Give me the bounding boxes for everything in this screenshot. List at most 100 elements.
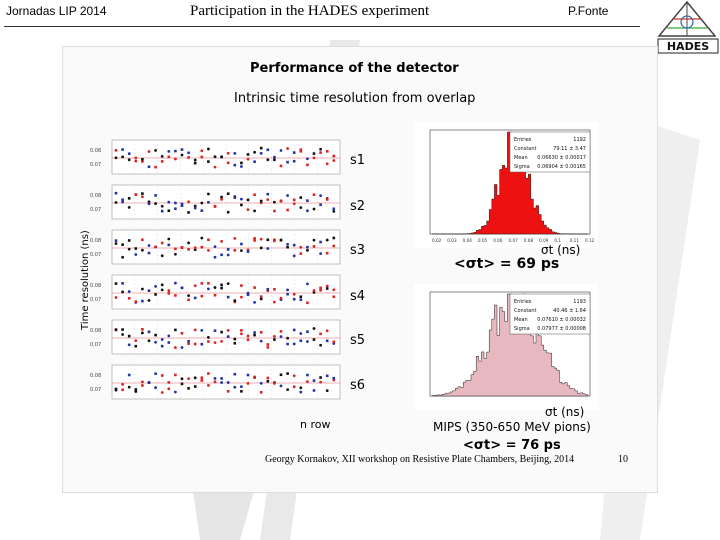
- strip-tick-label: 0.07: [90, 252, 101, 258]
- strip-marker: [306, 245, 309, 249]
- strip-marker: [253, 333, 256, 337]
- strip-marker: [213, 255, 217, 259]
- strip-marker: [273, 155, 276, 159]
- sector-strip-plots: 0.08 0.07 0.08 0.07 0.08 0.07 0.08 0.07 0.08 0.07…: [90, 139, 341, 400]
- strip-marker: [141, 160, 144, 163]
- strip-marker: [286, 342, 289, 346]
- strip-marker: [292, 374, 296, 378]
- strip-marker: [253, 300, 256, 304]
- strip-marker: [207, 238, 210, 242]
- strip-marker: [147, 298, 151, 302]
- sector-label-s6: s6: [350, 378, 366, 393]
- strip-marker: [279, 238, 283, 242]
- strip-marker: [167, 200, 171, 204]
- strip-marker: [147, 202, 151, 206]
- hist-stat-key: Sigma: [514, 326, 530, 332]
- strip-marker: [279, 373, 283, 377]
- strip-marker: [259, 295, 263, 298]
- strip-marker: [141, 238, 144, 242]
- strip-marker: [147, 289, 151, 292]
- strip-marker: [266, 376, 270, 380]
- strip-marker: [273, 209, 276, 213]
- hist2-sigma-label: σt (ns): [545, 405, 585, 419]
- strip-marker: [286, 194, 289, 197]
- strip-marker: [207, 192, 210, 196]
- strip-marker: [240, 295, 243, 299]
- strip-marker: [127, 343, 131, 347]
- strip-marker: [180, 382, 184, 386]
- strip-marker: [114, 149, 118, 152]
- strip-marker: [121, 198, 124, 202]
- strip-marker: [266, 238, 270, 242]
- strip-marker: [207, 287, 210, 291]
- strip-marker: [187, 200, 190, 204]
- header-divider: [4, 26, 640, 27]
- strip-marker: [220, 239, 224, 243]
- hist-tick-label: 0.08: [524, 238, 534, 243]
- strip-marker: [312, 156, 316, 160]
- strip-marker: [207, 383, 210, 387]
- strip-marker: [273, 200, 276, 204]
- strip-marker: [292, 243, 296, 247]
- strip-marker: [226, 248, 230, 251]
- strip-marker: [174, 207, 177, 211]
- strip-marker: [312, 152, 316, 155]
- strip-marker: [286, 160, 289, 164]
- strip-marker: [306, 373, 309, 377]
- strip-marker: [160, 204, 164, 208]
- strip-marker: [154, 165, 157, 169]
- strip-marker: [306, 157, 309, 161]
- strip-marker: [292, 297, 296, 301]
- hist-stat-box: [509, 293, 591, 335]
- strip-marker: [127, 297, 131, 300]
- strip-marker: [147, 339, 151, 343]
- strip-marker: [193, 296, 197, 300]
- strip-marker: [127, 334, 131, 338]
- strip-marker: [180, 377, 184, 381]
- strip-marker: [174, 373, 177, 377]
- strip-marker: [154, 202, 157, 205]
- strip-marker: [187, 377, 190, 380]
- strip-marker: [174, 328, 177, 332]
- strip-marker: [200, 236, 204, 240]
- hist-tick-label: 0.12: [585, 238, 595, 243]
- strip-marker: [240, 165, 243, 168]
- strip-marker: [233, 249, 237, 252]
- strip-marker: [220, 330, 223, 334]
- strip-marker: [240, 332, 243, 336]
- strip-marker: [220, 286, 224, 290]
- strip-marker: [200, 149, 204, 153]
- hist-stat-box: [509, 131, 591, 173]
- strip-marker: [246, 382, 250, 385]
- strip-marker: [174, 346, 177, 349]
- strip-marker: [286, 292, 289, 296]
- strip-marker: [220, 195, 224, 199]
- strip-marker: [154, 333, 157, 337]
- strip-marker: [292, 254, 296, 258]
- strip-marker: [286, 242, 289, 246]
- strip-marker: [114, 239, 118, 242]
- strip-tick-label: 0.07: [90, 297, 101, 303]
- strip-marker: [160, 344, 164, 348]
- strip-marker: [187, 248, 190, 251]
- strip-marker: [167, 334, 171, 338]
- strip-marker: [193, 161, 197, 165]
- strip-marker: [306, 282, 309, 286]
- strip-marker: [299, 252, 303, 255]
- strip-marker: [246, 153, 250, 156]
- strip-marker: [220, 377, 223, 380]
- strip-marker: [273, 338, 276, 341]
- strip-marker: [141, 380, 144, 384]
- strip-marker: [127, 239, 131, 242]
- strip-marker: [200, 376, 204, 380]
- strip-marker: [286, 372, 289, 375]
- strip-marker: [325, 251, 329, 255]
- strip-marker: [187, 211, 190, 214]
- strip-marker: [121, 255, 124, 259]
- strip-marker: [114, 282, 118, 285]
- strip-marker: [141, 331, 144, 335]
- strip-marker: [292, 328, 296, 332]
- strip-marker: [207, 147, 210, 151]
- strip-marker: [154, 386, 157, 390]
- strip-marker: [134, 344, 138, 348]
